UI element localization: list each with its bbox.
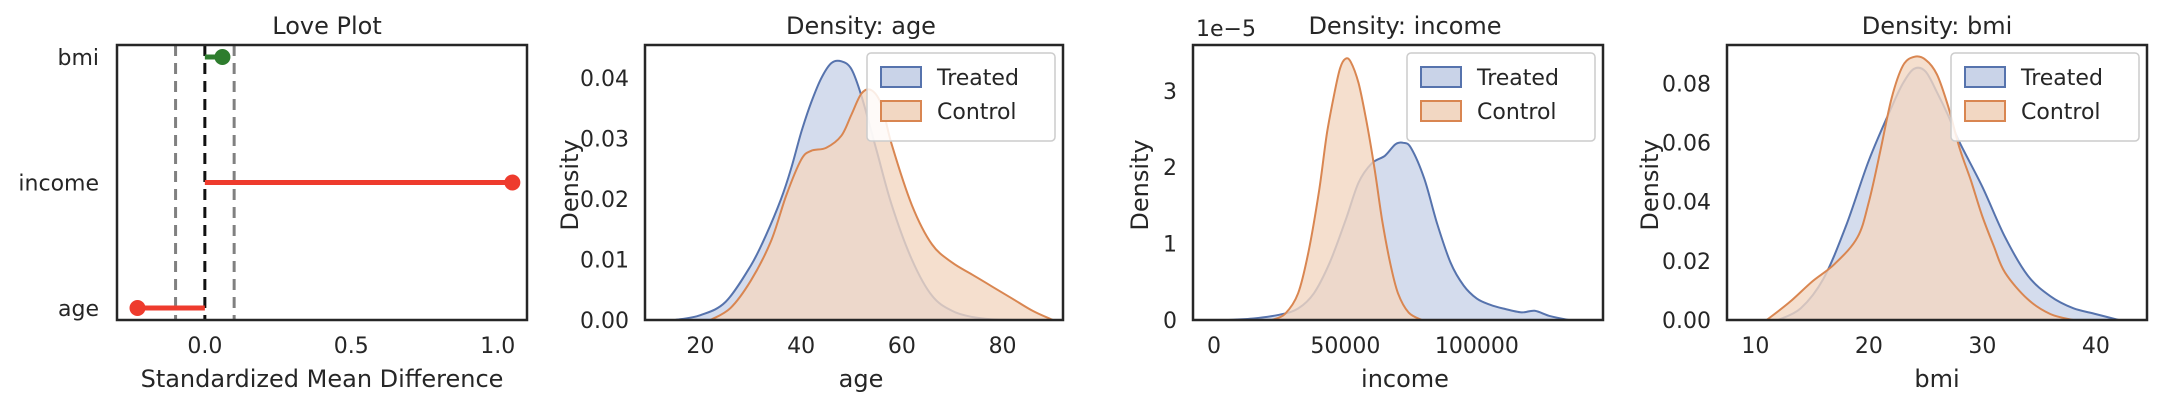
density-income-axes-frame xyxy=(1191,43,1605,322)
density-bmi-legend-swatch-treated xyxy=(1964,66,2006,88)
love-plot-xtick-label: 1.0 xyxy=(480,334,515,359)
density-age-ytick-label: 0.01 xyxy=(580,249,629,274)
density-income-xlabel: income xyxy=(1361,365,1449,393)
density-income-control-area xyxy=(1271,58,1422,321)
density-age-ytick-label: 0.02 xyxy=(580,188,629,213)
density-income-xtick-label: 50000 xyxy=(1310,334,1380,359)
density-age-legend-swatch-control xyxy=(880,100,922,122)
density-age-xlabel: age xyxy=(839,365,884,393)
density-income-title: Density: income xyxy=(1308,12,1501,40)
density-age-ytick-label: 0.04 xyxy=(580,67,629,92)
love-plot-xtick-label: 0.0 xyxy=(187,334,222,359)
density-income-offset-label: 1e−5 xyxy=(1196,17,1256,42)
density-income-ytick-label: 1 xyxy=(1163,233,1177,258)
density-age-legend-swatch-treated xyxy=(880,66,922,88)
density-income-xtick-label: 0 xyxy=(1207,334,1221,359)
density-bmi-xtick-label: 30 xyxy=(1968,334,1996,359)
density-income-ytick-label: 3 xyxy=(1163,80,1177,105)
density-bmi-legend-label-control: Control xyxy=(2021,100,2101,125)
density-age-panel: Density: age 0.00 0.01 0.02 0.03 0.04 20 40 60 8… xyxy=(556,12,1065,393)
density-bmi-ytick-label: 0.00 xyxy=(1662,309,1711,334)
density-age-title: Density: age xyxy=(786,12,936,40)
density-bmi-xlabel: bmi xyxy=(1914,365,1959,393)
density-bmi-control-line xyxy=(1766,55,2074,321)
density-age-ytick-label: 0.00 xyxy=(580,309,629,334)
density-age-xtick-label: 80 xyxy=(989,334,1017,359)
density-income-ytick-label: 0 xyxy=(1163,309,1177,334)
density-bmi-ytick-label: 0.08 xyxy=(1662,72,1711,97)
love-plot-ytick-label: age xyxy=(58,297,99,322)
love-plot-ytick-label: bmi xyxy=(57,46,99,71)
density-bmi-xtick-label: 10 xyxy=(1741,334,1769,359)
density-income-panel: Density: income 1e−5 0 1 2 3 0 50000 100000 in… xyxy=(1126,12,1605,393)
density-income-treated-area xyxy=(1227,142,1569,320)
lollipop-point-bmi xyxy=(214,49,231,65)
love-plot-title: Love Plot xyxy=(272,12,381,40)
density-income-ylabel: Density xyxy=(1126,139,1154,230)
love-plot-ytick-label: income xyxy=(18,172,99,197)
density-income-legend-swatch-treated xyxy=(1420,66,1462,88)
density-income-control-line xyxy=(1271,57,1423,321)
density-income-ytick-label: 2 xyxy=(1163,156,1177,181)
density-bmi-ytick-label: 0.02 xyxy=(1662,250,1711,275)
density-age-xtick-label: 60 xyxy=(888,334,916,359)
density-age-xtick-label: 40 xyxy=(787,334,815,359)
density-bmi-legend-label-treated: Treated xyxy=(2020,66,2103,91)
density-income-legend-label-control: Control xyxy=(1477,100,1557,125)
density-bmi-xtick-label: 40 xyxy=(2082,334,2110,359)
density-age-ytick-label: 0.03 xyxy=(580,128,629,153)
love-plot-xlabel: Standardized Mean Difference xyxy=(141,365,504,393)
love-plot-panel: Love Plot age income bmi 0.0 0.5 1.0 Standard… xyxy=(18,12,529,393)
love-plot-xtick-label: 0.5 xyxy=(334,334,369,359)
lollipop-point-age xyxy=(129,300,146,316)
density-bmi-panel: Density: bmi 0.00 0.02 0.04 0.06 0.08 10 20 30 4… xyxy=(1636,12,2149,393)
density-bmi-ytick-label: 0.06 xyxy=(1662,132,1711,157)
density-age-control-area xyxy=(710,89,1053,320)
love-plot-axes-frame xyxy=(115,43,529,322)
density-bmi-legend-swatch-control xyxy=(1964,100,2006,122)
density-age-legend-label-control: Control xyxy=(937,100,1017,125)
density-bmi-title: Density: bmi xyxy=(1862,12,2013,40)
density-bmi-xtick-label: 20 xyxy=(1855,334,1883,359)
density-income-xtick-label: 100000 xyxy=(1435,334,1519,359)
lollipop-point-income xyxy=(504,174,521,191)
density-bmi-ytick-label: 0.04 xyxy=(1662,191,1711,216)
density-age-axes-frame xyxy=(643,43,1065,322)
density-income-legend-swatch-control xyxy=(1420,100,1462,122)
density-bmi-axes-frame xyxy=(1725,43,2149,322)
density-bmi-ylabel: Density xyxy=(1636,139,1664,230)
density-age-ylabel: Density xyxy=(556,139,584,230)
density-age-legend-label-treated: Treated xyxy=(936,66,1019,91)
density-age-xtick-label: 20 xyxy=(686,334,714,359)
density-income-legend-label-treated: Treated xyxy=(1476,66,1559,91)
